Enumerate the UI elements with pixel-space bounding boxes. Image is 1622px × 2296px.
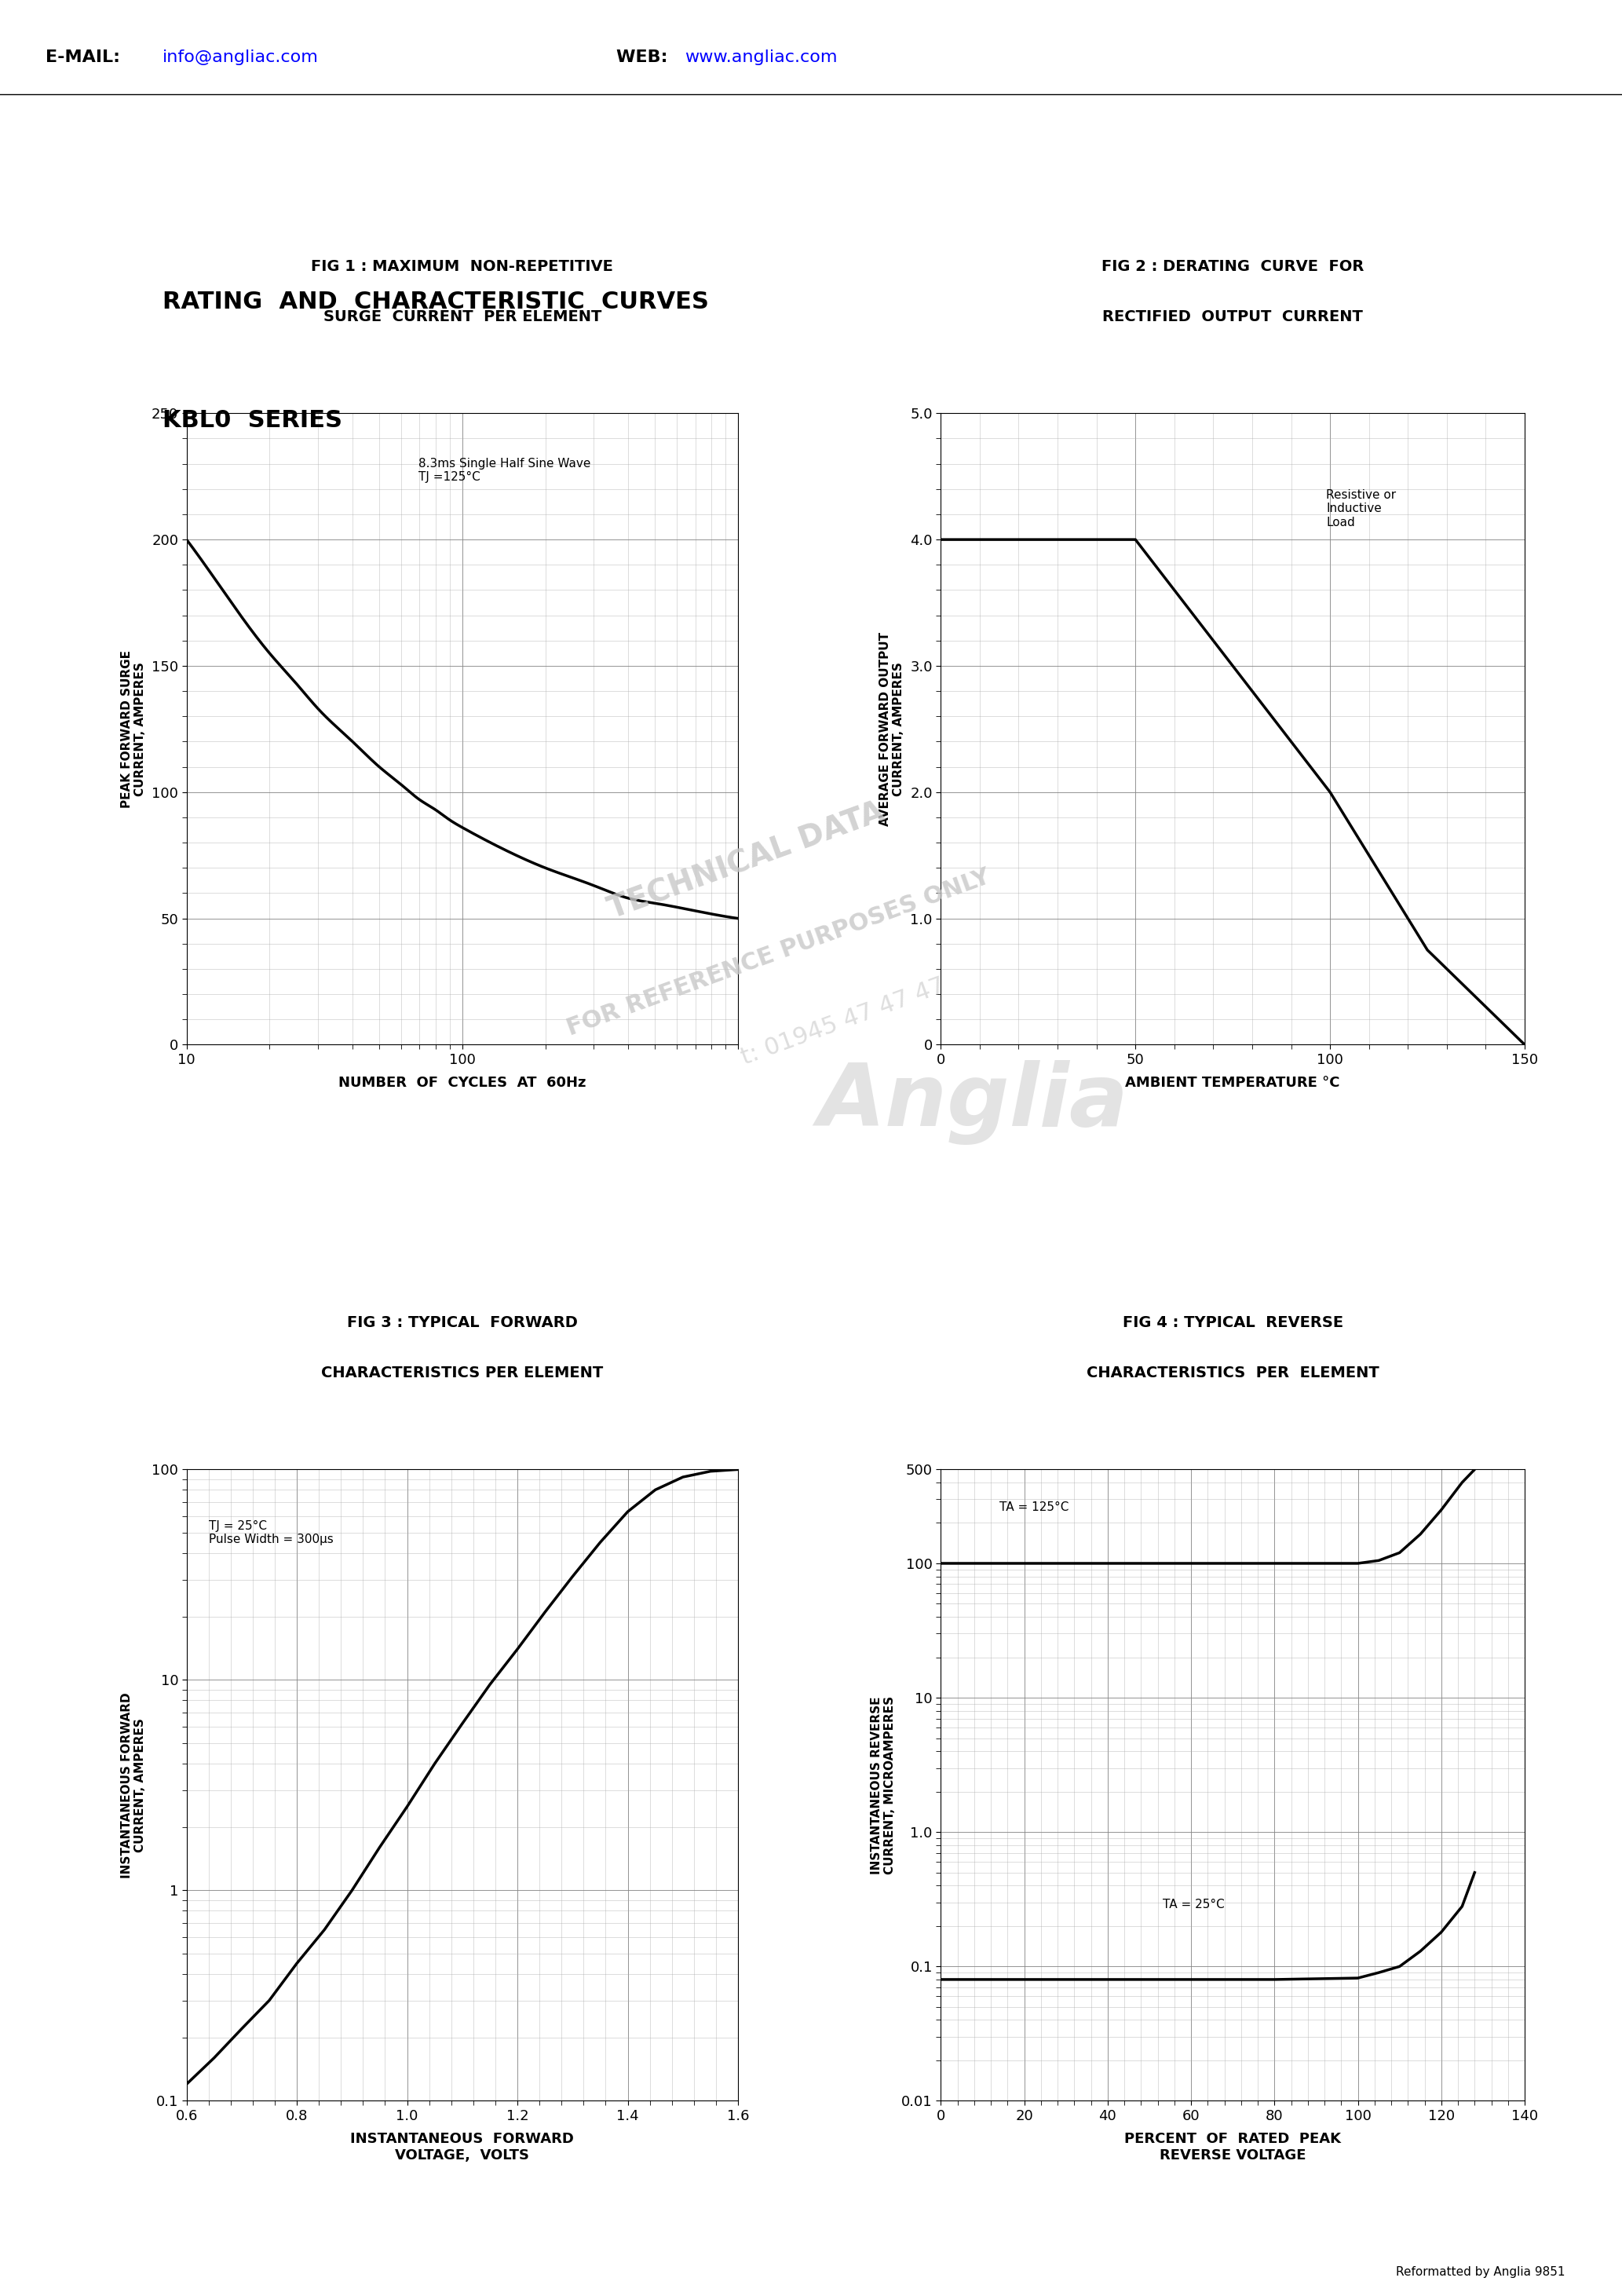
X-axis label: INSTANTANEOUS  FORWARD
VOLTAGE,  VOLTS: INSTANTANEOUS FORWARD VOLTAGE, VOLTS — [350, 2133, 574, 2163]
Text: FIG 1 : MAXIMUM  NON-REPETITIVE: FIG 1 : MAXIMUM NON-REPETITIVE — [311, 259, 613, 273]
Text: Anglia: Anglia — [817, 1061, 1129, 1143]
Text: SURGE  CURRENT  PER ELEMENT: SURGE CURRENT PER ELEMENT — [323, 310, 602, 324]
Text: TECHNICAL DATA: TECHNICAL DATA — [603, 797, 889, 925]
Text: CHARACTERISTICS PER ELEMENT: CHARACTERISTICS PER ELEMENT — [321, 1366, 603, 1380]
Text: www.angliac.com: www.angliac.com — [684, 51, 837, 64]
Text: FIG 3 : TYPICAL  FORWARD: FIG 3 : TYPICAL FORWARD — [347, 1316, 577, 1329]
Text: TA = 125°C: TA = 125°C — [999, 1502, 1069, 1513]
X-axis label: AMBIENT TEMPERATURE °C: AMBIENT TEMPERATURE °C — [1126, 1077, 1340, 1091]
Text: 8.3ms Single Half Sine Wave
TJ =125°C: 8.3ms Single Half Sine Wave TJ =125°C — [418, 457, 590, 482]
Text: FOR REFERENCE PURPOSES ONLY: FOR REFERENCE PURPOSES ONLY — [564, 866, 993, 1040]
Text: Resistive or
Inductive
Load: Resistive or Inductive Load — [1327, 489, 1397, 528]
Text: WEB:: WEB: — [616, 51, 673, 64]
Text: RATING  AND  CHARACTERISTIC  CURVES: RATING AND CHARACTERISTIC CURVES — [162, 292, 709, 315]
Text: TA = 25°C: TA = 25°C — [1163, 1899, 1225, 1910]
Text: KBL0  SERIES: KBL0 SERIES — [162, 409, 342, 432]
Y-axis label: AVERAGE FORWARD OUTPUT
CURRENT, AMPERES: AVERAGE FORWARD OUTPUT CURRENT, AMPERES — [879, 631, 905, 827]
Y-axis label: INSTANTANEOUS FORWARD
CURRENT, AMPERES: INSTANTANEOUS FORWARD CURRENT, AMPERES — [122, 1692, 146, 1878]
Y-axis label: PEAK FORWARD SURGE
CURRENT, AMPERES: PEAK FORWARD SURGE CURRENT, AMPERES — [120, 650, 146, 808]
Y-axis label: INSTANTANEOUS REVERSE
CURRENT, MICROAMPERES: INSTANTANEOUS REVERSE CURRENT, MICROAMPE… — [871, 1697, 895, 1874]
Text: RECTIFIED  OUTPUT  CURRENT: RECTIFIED OUTPUT CURRENT — [1103, 310, 1362, 324]
Text: TJ = 25°C
Pulse Width = 300μs: TJ = 25°C Pulse Width = 300μs — [209, 1520, 333, 1545]
Text: FIG 4 : TYPICAL  REVERSE: FIG 4 : TYPICAL REVERSE — [1122, 1316, 1343, 1329]
X-axis label: NUMBER  OF  CYCLES  AT  60Hz: NUMBER OF CYCLES AT 60Hz — [339, 1077, 586, 1091]
Text: t: 01945 47 47 47: t: 01945 47 47 47 — [738, 974, 949, 1070]
Text: FIG 2 : DERATING  CURVE  FOR: FIG 2 : DERATING CURVE FOR — [1101, 259, 1364, 273]
Text: Reformatted by Anglia 9851: Reformatted by Anglia 9851 — [1397, 2266, 1565, 2278]
Text: info@angliac.com: info@angliac.com — [162, 51, 318, 64]
Text: E-MAIL:: E-MAIL: — [45, 51, 127, 64]
X-axis label: PERCENT  OF  RATED  PEAK
REVERSE VOLTAGE: PERCENT OF RATED PEAK REVERSE VOLTAGE — [1124, 2133, 1341, 2163]
Text: CHARACTERISTICS  PER  ELEMENT: CHARACTERISTICS PER ELEMENT — [1087, 1366, 1379, 1380]
